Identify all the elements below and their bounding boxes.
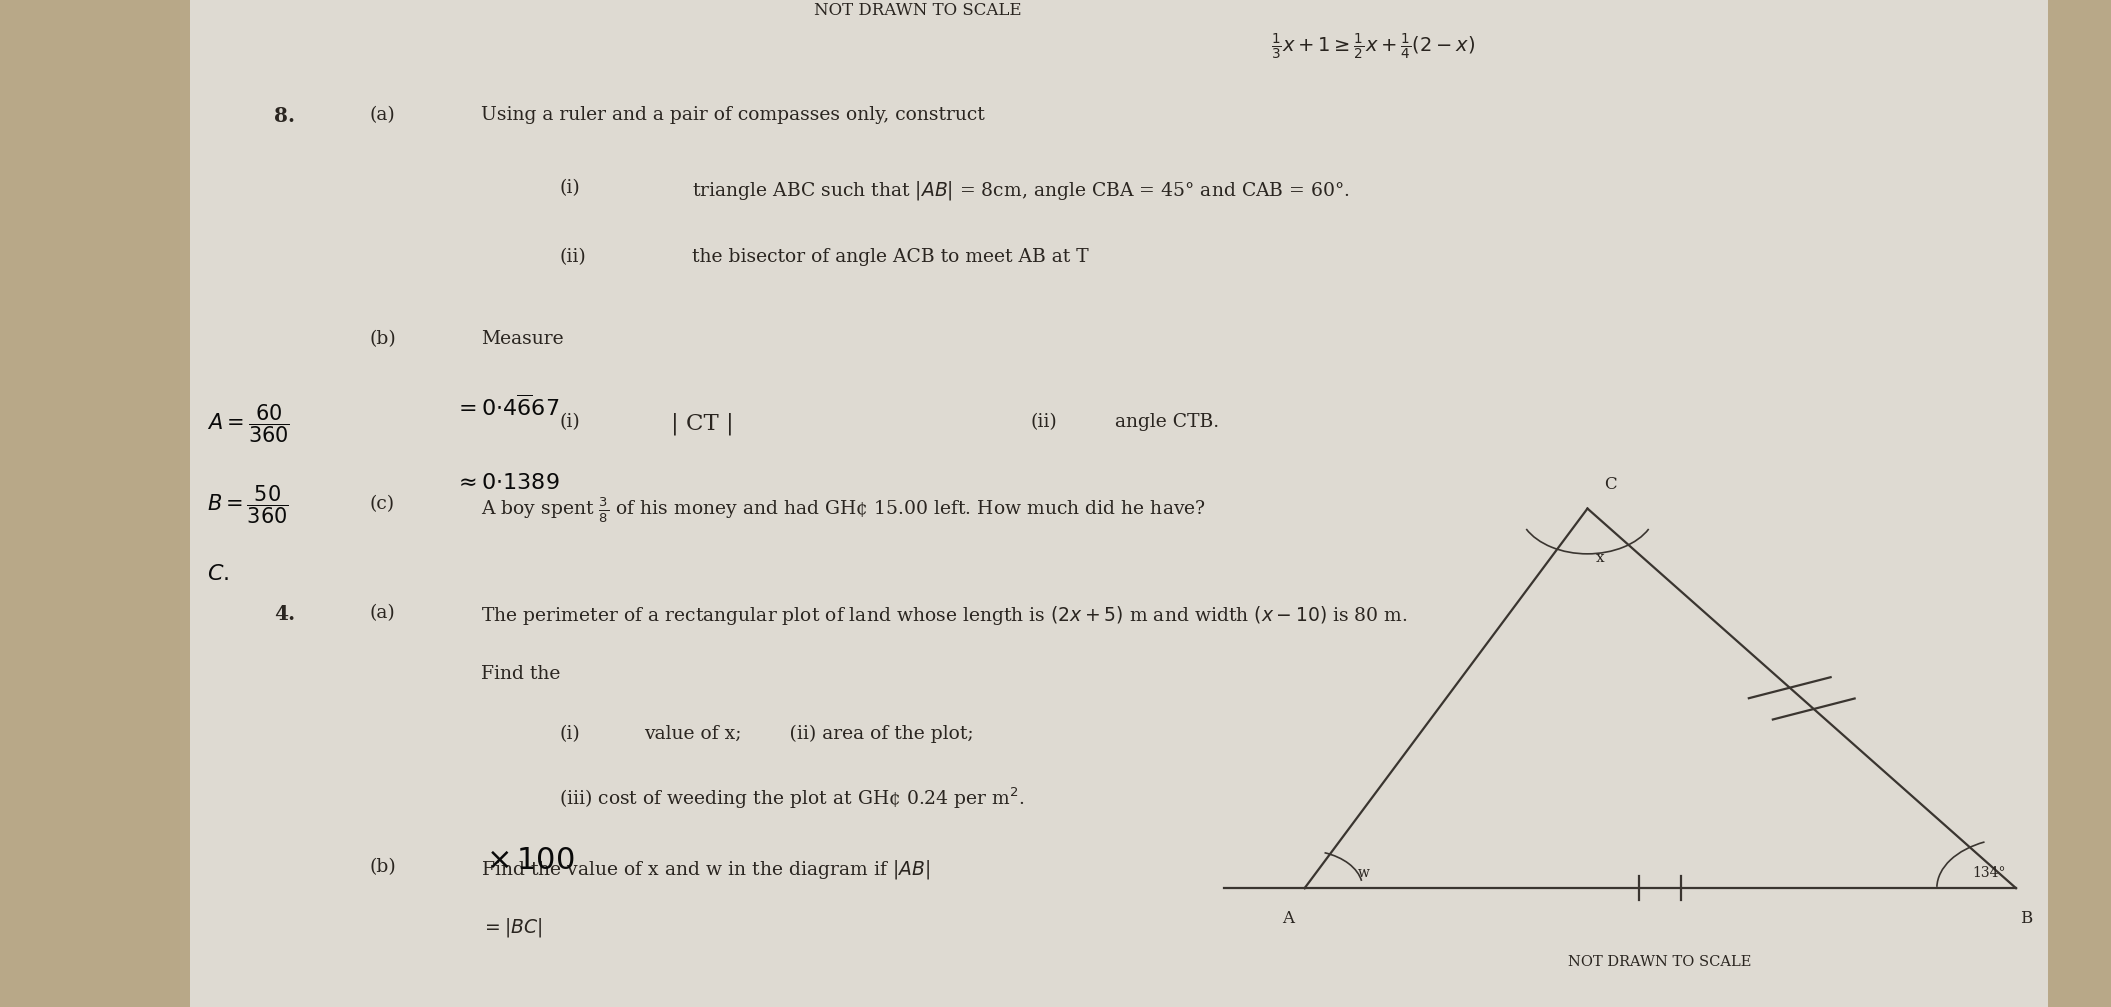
Text: w: w — [1357, 866, 1370, 880]
Text: (a): (a) — [369, 604, 395, 622]
Text: (i): (i) — [559, 413, 581, 431]
Text: 8.: 8. — [274, 106, 296, 126]
Text: value of x;        (ii) area of the plot;: value of x; (ii) area of the plot; — [644, 725, 973, 743]
Text: $= |BC|$: $= |BC|$ — [481, 916, 543, 940]
Text: $\times\,100$: $\times\,100$ — [486, 846, 574, 875]
Text: (ii): (ii) — [559, 248, 587, 266]
Text: triangle ABC such that $|AB|$ = 8cm, angle CBA = 45° and CAB = 60°.: triangle ABC such that $|AB|$ = 8cm, ang… — [692, 179, 1351, 202]
Text: NOT DRAWN TO SCALE: NOT DRAWN TO SCALE — [815, 2, 1022, 19]
Text: x: x — [1596, 551, 1604, 565]
Text: the bisector of angle ACB to meet AB at T: the bisector of angle ACB to meet AB at … — [692, 248, 1089, 266]
Text: $B=\dfrac{50}{360}$: $B=\dfrac{50}{360}$ — [207, 483, 289, 526]
Text: (i): (i) — [559, 725, 581, 743]
Text: Using a ruler and a pair of compasses only, construct: Using a ruler and a pair of compasses on… — [481, 106, 986, 124]
Text: $\frac{1}{3}x+1\geq \frac{1}{2}x+\frac{1}{4}(2-x)$: $\frac{1}{3}x+1\geq \frac{1}{2}x+\frac{1… — [1271, 32, 1476, 62]
Text: Measure: Measure — [481, 330, 564, 348]
Text: $\approx 0{\cdot}1389$: $\approx 0{\cdot}1389$ — [454, 473, 559, 493]
Text: (b): (b) — [369, 858, 397, 876]
Text: NOT DRAWN TO SCALE: NOT DRAWN TO SCALE — [1568, 955, 1750, 969]
Text: B: B — [2020, 910, 2033, 927]
Text: (iii) cost of weeding the plot at GH¢ 0.24 per m$^2$.: (iii) cost of weeding the plot at GH¢ 0.… — [559, 785, 1026, 811]
Text: $C.$: $C.$ — [207, 564, 228, 584]
Text: | CT |: | CT | — [671, 413, 735, 435]
Text: $A=\dfrac{60}{360}$: $A=\dfrac{60}{360}$ — [207, 403, 289, 445]
Text: (b): (b) — [369, 330, 397, 348]
Text: 4.: 4. — [274, 604, 296, 624]
FancyBboxPatch shape — [190, 0, 2048, 1007]
Text: (c): (c) — [369, 495, 395, 514]
Text: 134°: 134° — [1972, 866, 2005, 880]
Text: $= 0{\cdot}4\overline{6}67$: $= 0{\cdot}4\overline{6}67$ — [454, 395, 559, 420]
Text: (ii): (ii) — [1030, 413, 1058, 431]
Text: A boy spent $\frac{3}{8}$ of his money and had GH¢ 15.00 left. How much did he h: A boy spent $\frac{3}{8}$ of his money a… — [481, 495, 1205, 525]
Text: (i): (i) — [559, 179, 581, 197]
Text: The perimeter of a rectangular plot of land whose length is $(2x+5)$ m and width: The perimeter of a rectangular plot of l… — [481, 604, 1408, 627]
Text: angle CTB.: angle CTB. — [1115, 413, 1218, 431]
Text: (a): (a) — [369, 106, 395, 124]
Text: Find the value of x and w in the diagram if $|AB|$: Find the value of x and w in the diagram… — [481, 858, 931, 881]
Text: A: A — [1281, 910, 1294, 927]
Text: Find the: Find the — [481, 665, 562, 683]
Text: C: C — [1604, 476, 1617, 493]
